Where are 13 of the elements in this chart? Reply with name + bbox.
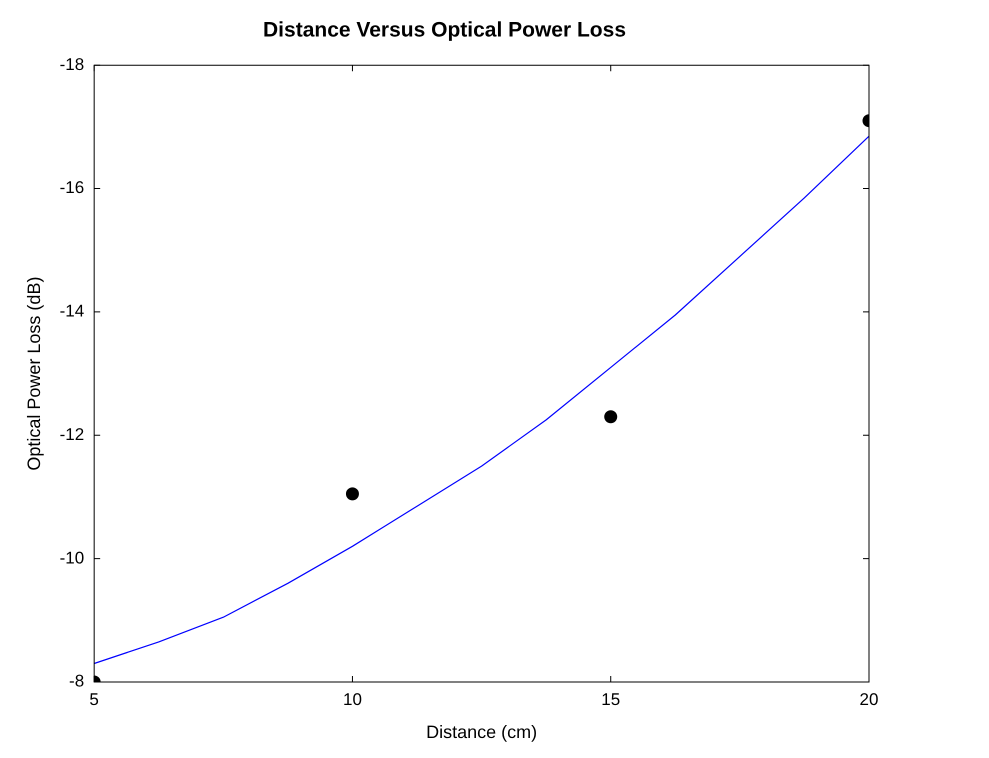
chart-title: Distance Versus Optical Power Loss bbox=[263, 18, 626, 42]
y-tick-label: -18 bbox=[60, 54, 84, 74]
y-tick-label: -16 bbox=[60, 178, 84, 198]
y-tick-label: -10 bbox=[60, 548, 84, 568]
y-tick-label: -12 bbox=[60, 424, 84, 444]
y-tick-label: -14 bbox=[60, 302, 84, 321]
x-axis-title: Distance (cm) bbox=[426, 722, 538, 742]
y-tick-label: -8 bbox=[69, 672, 84, 691]
x-tick-label: 15 bbox=[601, 690, 620, 709]
x-tick-label: 20 bbox=[860, 690, 878, 709]
x-tick-label: 5 bbox=[89, 690, 99, 709]
y-axis-title: Optical Power Loss (dB) bbox=[24, 276, 44, 471]
x-tick-label: 10 bbox=[342, 690, 362, 709]
